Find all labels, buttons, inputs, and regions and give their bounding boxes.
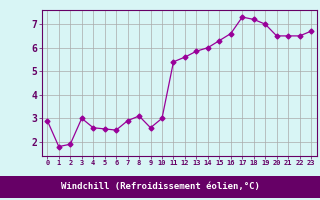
Text: Windchill (Refroidissement éolien,°C): Windchill (Refroidissement éolien,°C): [60, 182, 260, 192]
